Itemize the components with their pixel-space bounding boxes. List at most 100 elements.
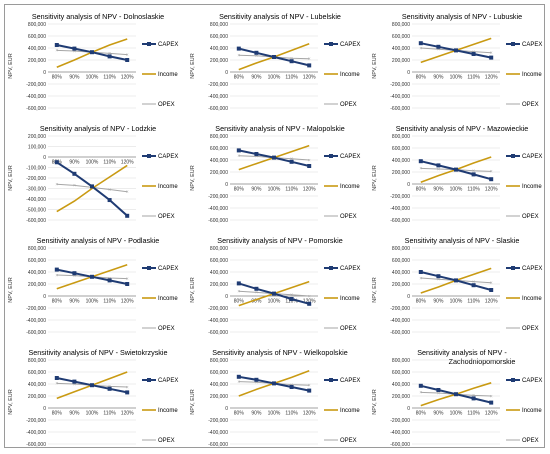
- capex-point: [236, 374, 241, 379]
- y-tick-label: -400,000: [208, 94, 228, 100]
- legend-label: OPEX: [522, 102, 539, 108]
- legend-label: CAPEX: [158, 378, 178, 384]
- y-tick-label: -400,000: [208, 318, 228, 324]
- x-tick-label: 80%: [52, 411, 63, 417]
- x-tick-label: 110%: [467, 299, 480, 305]
- x-tick-label: 120%: [303, 187, 316, 193]
- y-tick-label: -400,000: [208, 430, 228, 436]
- x-tick-label: 90%: [251, 299, 262, 305]
- y-tick-label: 0: [225, 294, 228, 300]
- chart-panel: Sensitivity analysis of NPV - Malopolski…: [190, 124, 360, 224]
- y-tick-label: 800,000: [28, 246, 46, 252]
- x-tick-label: 90%: [69, 299, 80, 305]
- x-tick-label: 120%: [303, 411, 316, 417]
- capex-point: [436, 274, 441, 279]
- capex-point: [54, 160, 59, 165]
- chart-panel: Sensitivity analysis of NPV - Lubuskie NP…: [372, 12, 542, 112]
- y-axis-label: NPV, EUR: [8, 277, 14, 303]
- x-tick-label: 110%: [103, 299, 116, 305]
- chart-panel: Sensitivity analysis of NPV - Swietokrzy…: [8, 348, 178, 448]
- x-tick-label: 120%: [303, 299, 316, 305]
- legend-label: CAPEX: [522, 378, 542, 384]
- x-tick-label: 120%: [485, 187, 498, 193]
- y-axis-label: NPV, EUR: [190, 53, 196, 79]
- capex-point: [289, 59, 294, 64]
- opex-point: ×: [55, 273, 58, 279]
- capex-point: [254, 286, 259, 291]
- legend-marker: [147, 154, 151, 158]
- legend-label: Income: [340, 296, 360, 302]
- opex-point: ×: [419, 46, 422, 52]
- y-tick-label: 0: [225, 406, 228, 412]
- legend-label: OPEX: [522, 326, 539, 332]
- y-tick-label: 800,000: [392, 134, 410, 140]
- capex-point: [471, 396, 476, 401]
- legend-label: Income: [340, 184, 360, 190]
- y-tick-label: 400,000: [210, 158, 228, 164]
- y-tick-label: 600,000: [392, 34, 410, 40]
- y-tick-label: -200,000: [26, 176, 46, 182]
- legend-label: OPEX: [158, 214, 175, 220]
- y-tick-label: 800,000: [392, 22, 410, 28]
- capex-point: [454, 278, 458, 283]
- y-tick-label: 200,000: [210, 282, 228, 288]
- legend-label: OPEX: [158, 326, 175, 332]
- capex-point: [125, 213, 130, 218]
- chart-title: Sensitivity analysis of NPV - Dolnoslask…: [32, 12, 164, 21]
- y-tick-label: 800,000: [210, 22, 228, 28]
- x-tick-label: 110%: [467, 411, 480, 417]
- x-tick-label: 110%: [285, 75, 298, 81]
- y-tick-label: 400,000: [28, 270, 46, 276]
- capex-point: [272, 381, 276, 386]
- opex-point: ×: [73, 183, 76, 189]
- y-tick-label: -200,000: [390, 194, 410, 200]
- y-tick-label: 800,000: [392, 358, 410, 364]
- x-tick-label: 90%: [251, 75, 262, 81]
- legend-label: CAPEX: [340, 154, 360, 160]
- y-tick-label: -400,000: [26, 197, 46, 203]
- opex-point: ×: [437, 47, 440, 53]
- legend-marker: [329, 154, 333, 158]
- x-tick-label: 80%: [52, 75, 63, 81]
- y-tick-label: -600,000: [26, 106, 46, 112]
- x-tick-label: 100%: [86, 75, 99, 81]
- x-tick-label: 90%: [69, 75, 80, 81]
- y-axis-label: NPV, EUR: [190, 277, 196, 303]
- x-tick-label: 100%: [268, 75, 281, 81]
- capex-point: [307, 301, 312, 306]
- opex-point: ×: [126, 52, 129, 58]
- y-tick-label: -500,000: [26, 207, 46, 213]
- y-axis-label: NPV, EUR: [190, 389, 196, 415]
- y-tick-label: -400,000: [208, 206, 228, 212]
- y-tick-label: 600,000: [28, 258, 46, 264]
- legend-label: OPEX: [340, 214, 357, 220]
- x-tick-label: 120%: [121, 160, 134, 166]
- legend-label: CAPEX: [522, 266, 542, 272]
- capex-point: [272, 291, 276, 296]
- y-tick-label: -400,000: [26, 94, 46, 100]
- x-tick-label: 90%: [251, 411, 262, 417]
- y-tick-label: -200,000: [390, 306, 410, 312]
- capex-point: [489, 288, 494, 292]
- y-tick-label: -600,000: [26, 442, 46, 448]
- x-tick-label: 80%: [416, 75, 427, 81]
- opex-point: ×: [73, 382, 76, 388]
- capex-point: [54, 267, 59, 272]
- opex-point: ×: [419, 390, 422, 396]
- capex-point: [471, 283, 476, 288]
- x-tick-label: 90%: [251, 187, 262, 193]
- capex-point: [418, 383, 423, 388]
- capex-point: [125, 58, 130, 62]
- y-tick-label: -400,000: [390, 206, 410, 212]
- chart-panel: Sensitivity analysis of NPV - Pomorskie N…: [190, 236, 360, 336]
- y-tick-label: 400,000: [28, 46, 46, 52]
- legend-label: Income: [522, 184, 542, 190]
- x-tick-label: 100%: [86, 160, 99, 166]
- legend-label: OPEX: [340, 326, 357, 332]
- y-tick-label: 600,000: [28, 370, 46, 376]
- chart-panel: Sensitivity analysis of NPV - Podlaskie N…: [8, 236, 178, 336]
- capex-point: [418, 270, 423, 274]
- y-tick-label: 200,000: [392, 58, 410, 64]
- x-tick-label: 100%: [450, 187, 463, 193]
